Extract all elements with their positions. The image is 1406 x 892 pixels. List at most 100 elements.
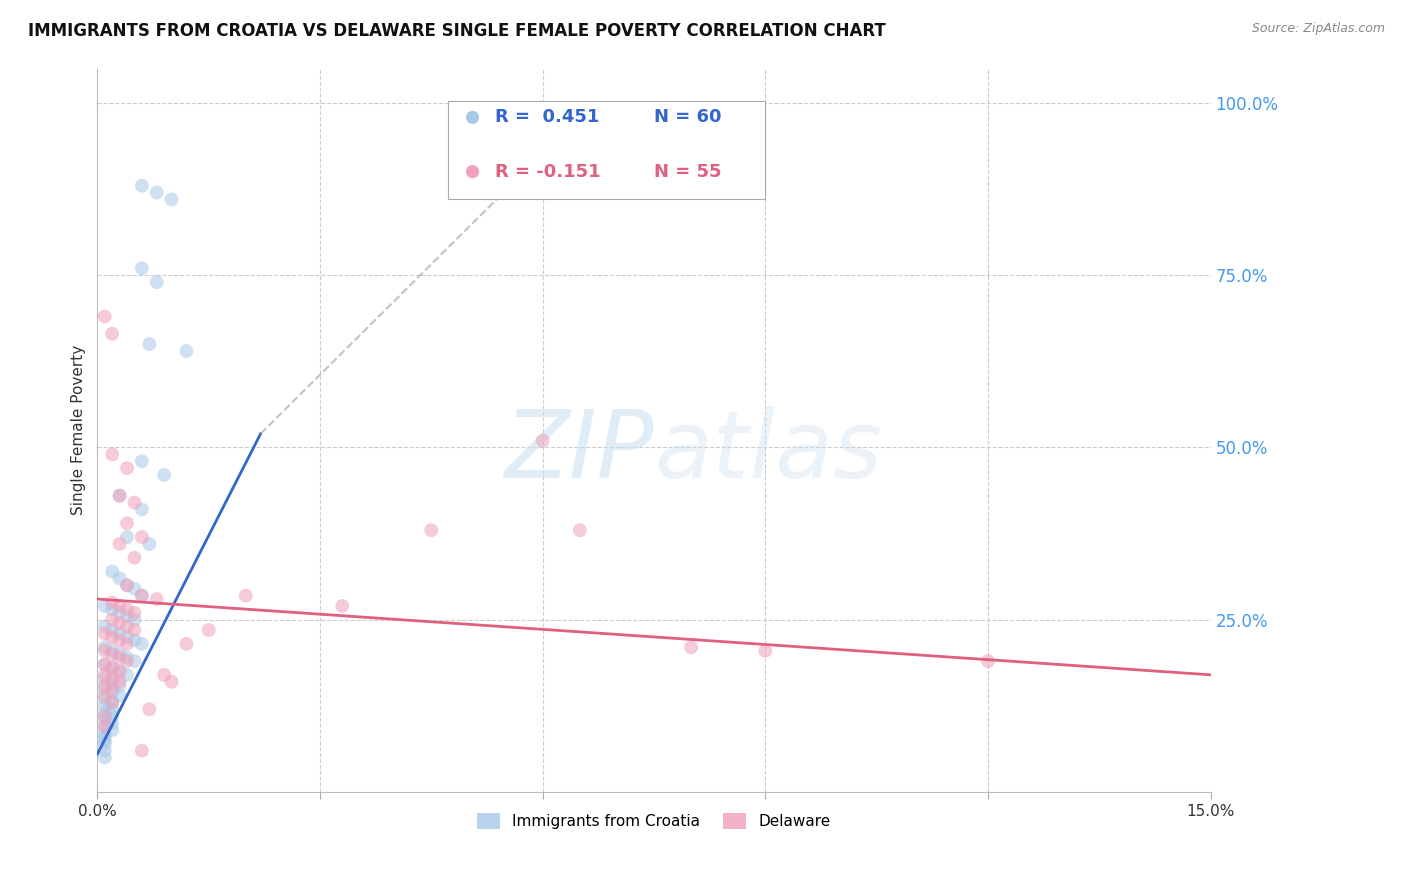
- Point: [176, 344, 198, 359]
- Point: [101, 602, 124, 616]
- Point: [94, 733, 117, 747]
- Point: [101, 644, 124, 658]
- Point: [108, 606, 131, 620]
- Point: [108, 650, 131, 665]
- Point: [108, 571, 131, 585]
- Point: [101, 709, 124, 723]
- Point: [94, 706, 117, 720]
- Point: [94, 719, 117, 733]
- Point: [681, 640, 703, 655]
- Point: [131, 502, 153, 516]
- Point: [101, 613, 124, 627]
- Point: [101, 681, 124, 696]
- Point: [108, 633, 131, 648]
- Point: [94, 310, 117, 324]
- Point: [115, 668, 138, 682]
- Point: [131, 261, 153, 276]
- Point: [197, 623, 219, 637]
- Point: [124, 654, 146, 668]
- Point: [131, 637, 153, 651]
- Point: [531, 434, 554, 448]
- Point: [138, 702, 160, 716]
- Point: [94, 698, 117, 713]
- Point: [94, 726, 117, 740]
- Point: [115, 609, 138, 624]
- Point: [124, 550, 146, 565]
- Point: [754, 644, 776, 658]
- Point: [108, 665, 131, 679]
- Point: [115, 619, 138, 633]
- Point: [108, 489, 131, 503]
- Point: [94, 668, 117, 682]
- Point: [176, 637, 198, 651]
- Point: [138, 537, 160, 551]
- Point: [108, 665, 131, 679]
- Point: [138, 337, 160, 351]
- Point: [568, 523, 591, 537]
- Point: [94, 626, 117, 640]
- Point: [124, 633, 146, 648]
- Point: [101, 623, 124, 637]
- Point: [108, 599, 131, 613]
- Point: [94, 730, 117, 744]
- Point: [160, 193, 183, 207]
- Point: [94, 599, 117, 613]
- Point: [94, 671, 117, 685]
- Text: atlas: atlas: [654, 407, 882, 498]
- Point: [124, 606, 146, 620]
- Point: [94, 719, 117, 733]
- Point: [94, 644, 117, 658]
- Text: R = -0.151: R = -0.151: [495, 162, 600, 180]
- Point: [131, 589, 153, 603]
- Point: [101, 702, 124, 716]
- Point: [101, 671, 124, 685]
- Point: [124, 495, 146, 509]
- Point: [115, 637, 138, 651]
- Point: [94, 713, 117, 727]
- Point: [101, 674, 124, 689]
- Point: [145, 275, 167, 289]
- Text: Source: ZipAtlas.com: Source: ZipAtlas.com: [1251, 22, 1385, 36]
- Point: [145, 592, 167, 607]
- Point: [115, 578, 138, 592]
- Point: [94, 681, 117, 696]
- Point: [330, 599, 353, 613]
- Point: [94, 709, 117, 723]
- Text: IMMIGRANTS FROM CROATIA VS DELAWARE SINGLE FEMALE POVERTY CORRELATION CHART: IMMIGRANTS FROM CROATIA VS DELAWARE SING…: [28, 22, 886, 40]
- Point: [94, 657, 117, 672]
- Point: [115, 654, 138, 668]
- Point: [101, 695, 124, 709]
- Point: [115, 630, 138, 644]
- Point: [101, 723, 124, 737]
- Point: [108, 537, 131, 551]
- Point: [94, 692, 117, 706]
- Point: [101, 685, 124, 699]
- Point: [153, 468, 176, 483]
- Point: [101, 326, 124, 341]
- Point: [131, 530, 153, 544]
- Point: [124, 623, 146, 637]
- Point: [101, 647, 124, 661]
- Point: [108, 674, 131, 689]
- Point: [131, 454, 153, 468]
- Point: [153, 668, 176, 682]
- Point: [145, 186, 167, 200]
- Point: [101, 661, 124, 675]
- Point: [124, 613, 146, 627]
- FancyBboxPatch shape: [449, 101, 765, 199]
- Point: [101, 716, 124, 731]
- Point: [115, 650, 138, 665]
- Point: [101, 447, 124, 461]
- Point: [131, 744, 153, 758]
- Point: [94, 737, 117, 751]
- Point: [94, 657, 117, 672]
- Point: [101, 661, 124, 675]
- Text: R =  0.451: R = 0.451: [495, 108, 599, 127]
- Point: [108, 626, 131, 640]
- Point: [131, 178, 153, 193]
- Point: [115, 461, 138, 475]
- Point: [94, 678, 117, 692]
- Point: [94, 619, 117, 633]
- Y-axis label: Single Female Poverty: Single Female Poverty: [72, 345, 86, 516]
- Point: [977, 654, 1000, 668]
